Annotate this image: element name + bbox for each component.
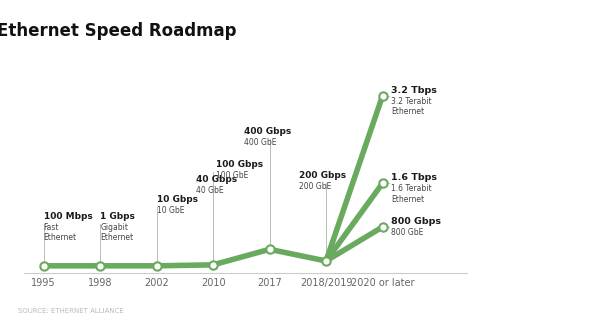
Text: 800 Gbps: 800 Gbps: [391, 217, 441, 226]
Text: 40 GbE: 40 GbE: [196, 186, 224, 195]
Text: 10 Gbps: 10 Gbps: [157, 195, 198, 204]
Text: 100 Gbps: 100 Gbps: [216, 160, 263, 169]
Text: 10 GbE: 10 GbE: [157, 206, 184, 215]
Text: 1.6 Tbps: 1.6 Tbps: [391, 173, 437, 182]
Text: 800 GbE: 800 GbE: [391, 228, 423, 237]
Text: 3.2 Terabit
Ethernet: 3.2 Terabit Ethernet: [391, 97, 432, 116]
Text: Ethernet Speed Roadmap: Ethernet Speed Roadmap: [0, 22, 237, 40]
Text: 200 GbE: 200 GbE: [299, 182, 331, 191]
Text: 200 Gbps: 200 Gbps: [299, 171, 346, 180]
Text: 1 Gbps: 1 Gbps: [100, 212, 135, 221]
Text: 100 GbE: 100 GbE: [216, 171, 249, 180]
Text: SOURCE: ETHERNET ALLIANCE: SOURCE: ETHERNET ALLIANCE: [18, 308, 124, 314]
Text: Fast
Ethernet: Fast Ethernet: [44, 223, 77, 243]
Text: Gigabit
Ethernet: Gigabit Ethernet: [100, 223, 134, 243]
Text: 1.6 Terabit
Ethernet: 1.6 Terabit Ethernet: [391, 184, 432, 204]
Text: 400 Gbps: 400 Gbps: [244, 127, 292, 136]
Text: 400 GbE: 400 GbE: [244, 138, 277, 147]
Text: 40 Gbps: 40 Gbps: [196, 175, 237, 184]
Text: 100 Mbps: 100 Mbps: [44, 212, 92, 221]
Text: 3.2 Tbps: 3.2 Tbps: [391, 86, 437, 95]
